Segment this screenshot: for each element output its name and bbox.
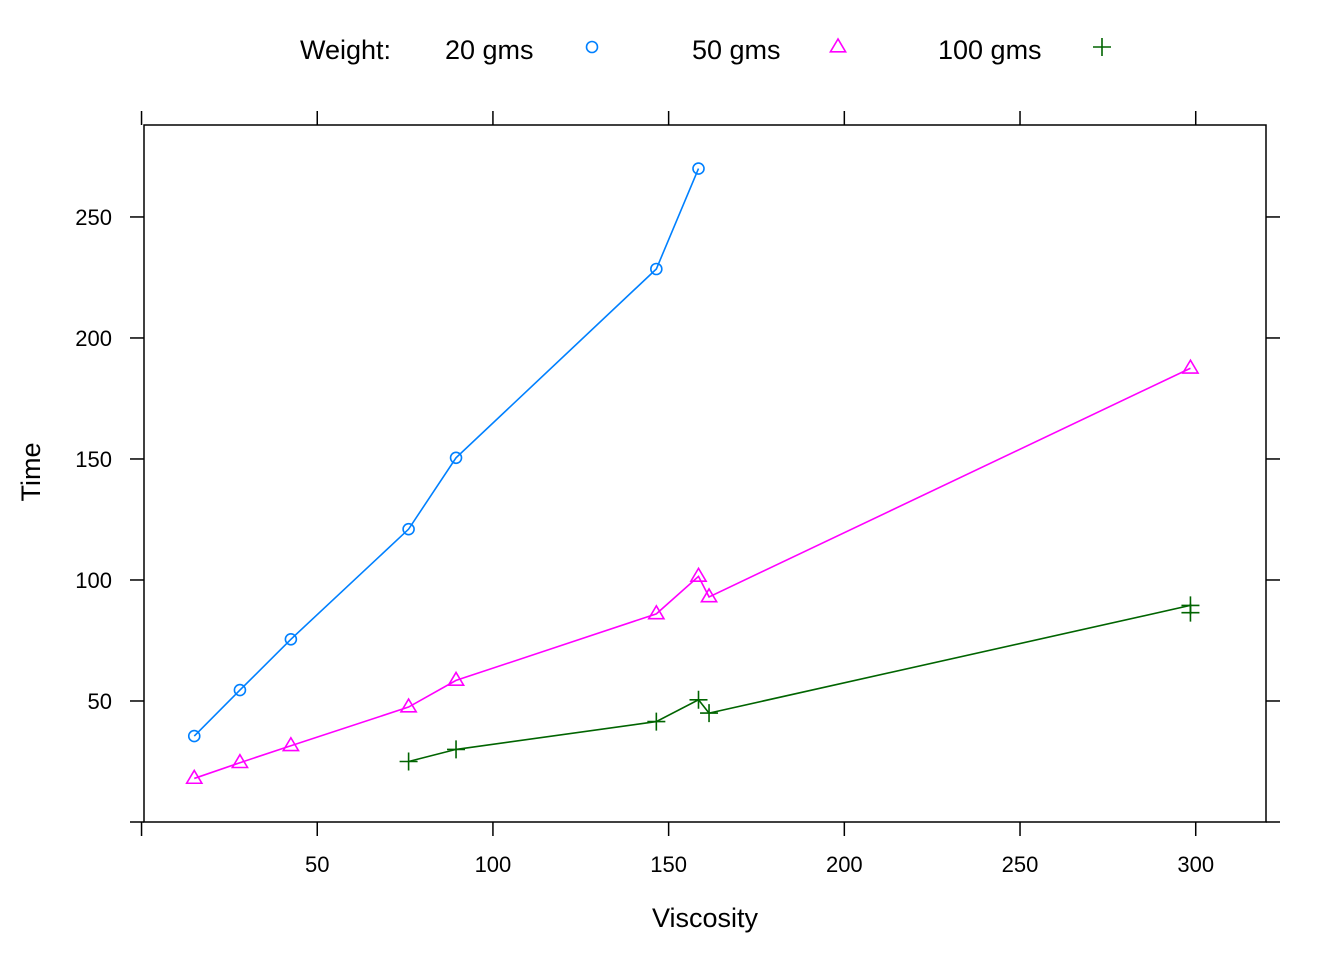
data-point: [399, 752, 418, 771]
legend-label: 50 gms: [692, 35, 781, 65]
data-point: [1181, 358, 1200, 374]
data-point: [700, 587, 719, 603]
x-tick-label: 100: [475, 852, 512, 877]
x-tick-label: 200: [826, 852, 863, 877]
x-axis-title: Viscosity: [652, 903, 759, 933]
plot-frame: [143, 124, 1267, 823]
data-point: [689, 566, 708, 582]
series-2: [185, 358, 1200, 785]
axis-ticks: 50 100 150 200 250 300 50 100 150 200 250: [75, 111, 1280, 877]
data-point: [689, 690, 708, 709]
legend-marker: [1093, 38, 1111, 56]
y-tick-label: 200: [75, 326, 112, 351]
legend-label: 20 gms: [445, 35, 534, 65]
x-tick-label: 300: [1177, 852, 1214, 877]
series-layer: [185, 162, 1200, 785]
data-point: [692, 162, 705, 175]
series-3: [399, 596, 1200, 771]
data-point: [281, 736, 300, 752]
legend-title: Weight:: [300, 35, 391, 65]
data-point: [447, 740, 466, 759]
data-point: [399, 697, 418, 713]
data-point: [402, 522, 415, 536]
data-point: [647, 604, 666, 620]
x-tick-label: 250: [1002, 852, 1039, 877]
series-line: [408, 604, 1192, 763]
y-tick-label: 50: [88, 689, 112, 714]
legend-marker: [585, 40, 599, 54]
data-point: [447, 670, 466, 687]
y-tick-label: 100: [75, 568, 112, 593]
series-1: [187, 162, 705, 743]
data-point: [647, 712, 666, 731]
y-tick-label: 250: [75, 205, 112, 230]
data-point: [284, 632, 298, 646]
data-point: [187, 729, 201, 743]
data-point: [650, 262, 663, 276]
data-point: [449, 451, 463, 465]
legend-marker: [828, 37, 848, 53]
series-line: [193, 168, 700, 737]
x-tick-label: 150: [650, 852, 687, 877]
y-tick-label: 150: [75, 447, 112, 472]
data-point: [700, 704, 719, 723]
data-point: [185, 768, 204, 785]
x-tick-label: 50: [305, 852, 329, 877]
data-point: [230, 753, 249, 769]
series-line: [193, 367, 1191, 780]
legend-label: 100 gms: [938, 35, 1042, 65]
legend: Weight: 20 gms 50 gms 100 gms: [300, 35, 1111, 65]
data-point: [233, 683, 247, 697]
y-axis-title: Time: [16, 443, 46, 502]
data-point: [1181, 603, 1200, 622]
